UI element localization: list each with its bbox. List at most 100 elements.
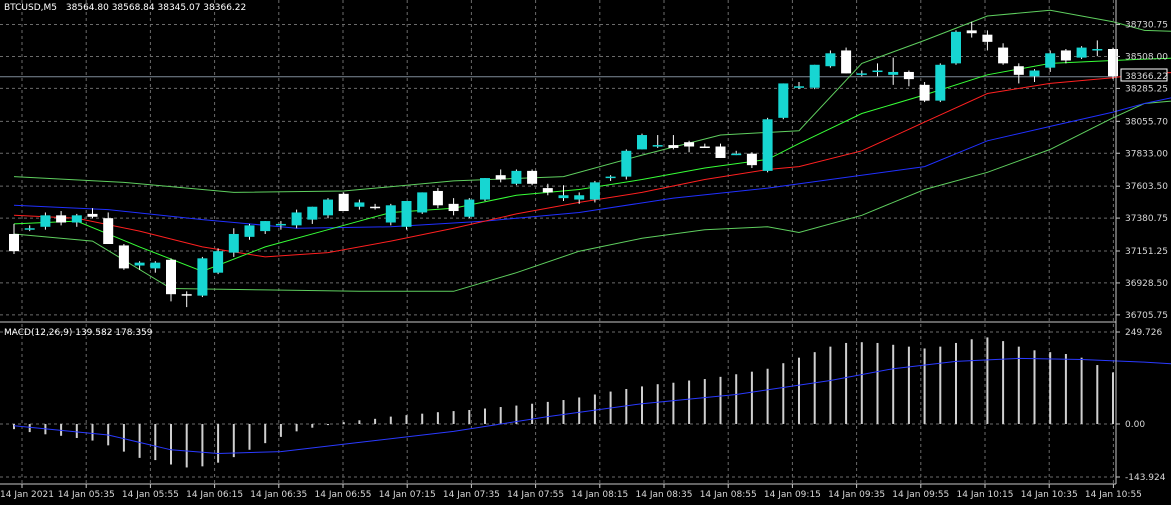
candle-body: [103, 218, 114, 245]
macd-bar: [1033, 350, 1036, 424]
candle-body: [40, 215, 51, 227]
macd-bar: [452, 411, 455, 424]
price-panel[interactable]: [0, 9, 1171, 308]
candle-body: [778, 83, 789, 118]
macd-bar: [735, 374, 738, 424]
candle-body: [903, 71, 914, 80]
macd-bar: [1002, 341, 1005, 424]
time-tick-label: 14 Jan 10:55: [1085, 490, 1142, 500]
candle-body: [275, 223, 286, 226]
macd-bar: [13, 423, 15, 430]
macd-tick-label: 249.726: [1125, 328, 1162, 338]
candle-body: [511, 170, 522, 184]
candle-body: [495, 175, 506, 180]
price-tick-label: 37151.25: [1125, 247, 1168, 257]
price-tick-label: 38285.25: [1125, 84, 1168, 94]
candle-body: [401, 200, 412, 227]
macd-bar: [342, 422, 345, 424]
price-tick-label: 37833.00: [1125, 149, 1168, 159]
macd-bar: [1049, 352, 1052, 424]
macd-bar: [138, 423, 141, 458]
time-tick-label: 14 Jan 05:55: [122, 490, 179, 500]
candle-body: [1029, 70, 1040, 77]
price-tick-label: 38730.75: [1125, 21, 1168, 31]
macd-bar: [75, 423, 78, 438]
macd-bar: [60, 423, 63, 436]
macd-bar: [232, 423, 235, 458]
macd-bar: [185, 423, 188, 468]
macd-bar: [970, 339, 973, 424]
macd-label: MACD(12,26,9) 139.582 178.359: [4, 328, 153, 338]
candle-body: [1045, 53, 1056, 68]
macd-bar: [154, 423, 157, 461]
macd-bar: [923, 348, 926, 424]
bollinger-upper-line: [13, 9, 1171, 193]
macd-bar: [907, 346, 910, 424]
macd-bar: [499, 407, 502, 424]
time-tick-label: 14 Jan 2021: [0, 490, 54, 500]
candle-body: [652, 145, 663, 147]
macd-bar: [374, 418, 377, 424]
time-tick-label: 14 Jan 09:35: [828, 490, 885, 500]
candle-body: [542, 188, 553, 193]
candle-body: [87, 213, 98, 217]
candle-body: [762, 119, 773, 171]
price-tick-label: 36928.50: [1125, 279, 1168, 289]
candle-body: [1076, 47, 1087, 58]
macd-bar: [766, 368, 769, 424]
candle-body: [370, 206, 381, 209]
macd-bar: [279, 423, 282, 437]
time-tick-label: 14 Jan 10:15: [957, 490, 1014, 500]
macd-bar: [405, 415, 408, 424]
candle-body: [480, 178, 490, 200]
ma-fast-line: [13, 57, 1171, 272]
candle-body: [888, 71, 899, 75]
macd-bar: [782, 363, 785, 424]
candle-body: [841, 50, 852, 74]
macd-bar: [845, 342, 848, 424]
time-tick-label: 14 Jan 06:15: [186, 490, 243, 500]
candle-body: [809, 64, 820, 88]
candle-body: [9, 233, 19, 252]
candle-body: [385, 205, 396, 223]
macd-bar: [1017, 346, 1020, 424]
macd-bar: [170, 423, 172, 465]
macd-bar: [217, 423, 220, 463]
candle-body: [1108, 49, 1118, 77]
bollinger-lower-line: [13, 100, 1171, 292]
time-tick-label: 14 Jan 08:15: [571, 490, 628, 500]
candle-body: [589, 182, 600, 200]
macd-panel[interactable]: [13, 337, 1171, 468]
candle-body: [432, 190, 443, 206]
current-price-label: 38366.22: [1125, 72, 1168, 82]
macd-bar: [327, 423, 329, 426]
price-tick-label: 37380.75: [1125, 214, 1168, 224]
ma-slow-line: [13, 97, 1171, 229]
macd-bar: [798, 357, 800, 424]
candle-body: [244, 225, 255, 237]
macd-bar: [986, 337, 989, 424]
candle-body: [731, 153, 742, 156]
macd-bar: [389, 416, 392, 424]
time-tick-label: 14 Jan 09:55: [892, 490, 949, 500]
candle-body: [982, 34, 993, 42]
macd-bar: [813, 352, 816, 424]
macd-bar: [656, 384, 659, 424]
macd-bar: [28, 423, 31, 433]
candle-body: [323, 199, 333, 216]
candle-body: [825, 53, 836, 67]
macd-bar: [829, 346, 832, 424]
macd-bar: [1080, 357, 1083, 424]
macd-bar: [860, 342, 863, 424]
candle-body: [998, 47, 1009, 64]
macd-bar: [484, 408, 486, 424]
macd-bar: [295, 423, 298, 432]
candle-body: [354, 202, 365, 207]
candle-body: [637, 135, 647, 150]
macd-bar: [546, 401, 549, 424]
candle-body: [56, 215, 67, 223]
macd-bar: [91, 423, 94, 441]
